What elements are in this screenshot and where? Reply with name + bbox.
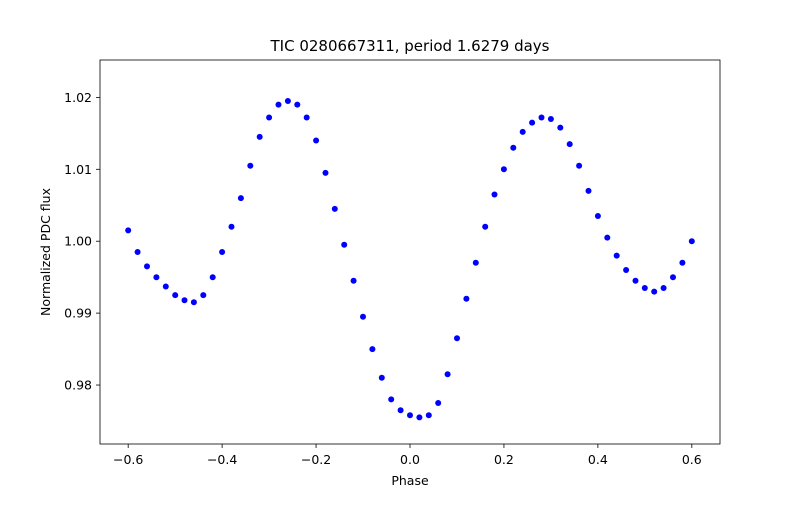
x-tick-label: 0.2	[494, 452, 514, 467]
x-tick-label: −0.6	[113, 452, 143, 467]
data-point	[190, 299, 197, 306]
y-tick-label: 1.01	[64, 162, 92, 177]
data-point	[162, 283, 169, 290]
data-point	[219, 249, 226, 255]
data-point	[660, 285, 667, 291]
data-point	[566, 141, 573, 148]
data-point	[679, 259, 686, 266]
data-point	[463, 295, 470, 302]
y-tick-label: 1.02	[64, 90, 92, 105]
data-point	[331, 205, 338, 212]
data-point	[172, 292, 179, 299]
data-point	[237, 195, 244, 202]
data-point	[388, 396, 395, 403]
data-point	[294, 101, 301, 108]
data-point	[651, 288, 658, 295]
data-point	[557, 124, 564, 131]
data-point	[341, 241, 348, 248]
data-point	[594, 213, 601, 219]
data-point	[275, 101, 282, 108]
data-point	[491, 191, 498, 198]
data-point	[576, 162, 583, 169]
data-point	[303, 114, 310, 121]
x-tick-label: 0.6	[682, 452, 702, 467]
data-point	[407, 412, 413, 419]
data-point	[519, 128, 526, 135]
data-point	[266, 114, 273, 121]
data-point	[425, 412, 432, 419]
data-point	[444, 371, 451, 378]
data-point	[604, 234, 611, 241]
data-point	[200, 292, 207, 299]
data-point	[482, 223, 489, 230]
data-point	[350, 277, 357, 284]
data-point	[500, 166, 507, 173]
data-point	[256, 133, 263, 140]
x-tick-label: −0.4	[207, 452, 237, 467]
data-point	[360, 313, 366, 320]
data-point	[181, 297, 188, 304]
data-point	[472, 259, 479, 266]
data-point	[623, 267, 630, 273]
data-point	[632, 277, 639, 284]
y-tick-label: 0.99	[64, 306, 92, 321]
data-point	[153, 274, 160, 281]
data-point	[454, 335, 460, 342]
data-point	[585, 187, 592, 194]
data-point	[416, 414, 423, 421]
x-axis-label: Phase	[391, 473, 429, 488]
data-points	[125, 98, 695, 421]
data-point	[144, 263, 150, 270]
chart-title: TIC 0280667311, period 1.6279 days	[269, 37, 549, 55]
data-point	[547, 116, 554, 122]
data-point	[397, 407, 404, 414]
data-point	[228, 223, 235, 230]
data-point	[613, 252, 620, 259]
data-point	[209, 274, 216, 281]
data-point	[435, 400, 442, 406]
data-point	[510, 144, 517, 151]
y-axis-ticks: 0.98 0.99 1.00 1.01 1.02	[64, 90, 100, 393]
data-point	[125, 227, 132, 234]
data-point	[538, 114, 545, 121]
data-point	[247, 162, 254, 169]
data-point	[641, 285, 648, 291]
x-axis-ticks: −0.6 −0.4 −0.2 0.0 0.2 0.4 0.6	[113, 444, 702, 467]
x-tick-label: 0.0	[400, 452, 420, 467]
y-tick-label: 1.00	[64, 234, 92, 249]
y-tick-label: 0.98	[64, 378, 92, 393]
data-point	[670, 274, 676, 281]
x-tick-label: −0.2	[301, 452, 331, 467]
data-point	[284, 98, 291, 104]
data-point	[378, 374, 385, 381]
data-point	[134, 249, 141, 255]
y-axis-label: Normalized PDC flux	[38, 188, 53, 316]
data-point	[529, 119, 536, 126]
data-point	[688, 238, 695, 245]
x-tick-label: 0.4	[588, 452, 608, 467]
data-point	[313, 137, 320, 144]
data-point	[322, 169, 329, 176]
data-point	[369, 346, 376, 353]
